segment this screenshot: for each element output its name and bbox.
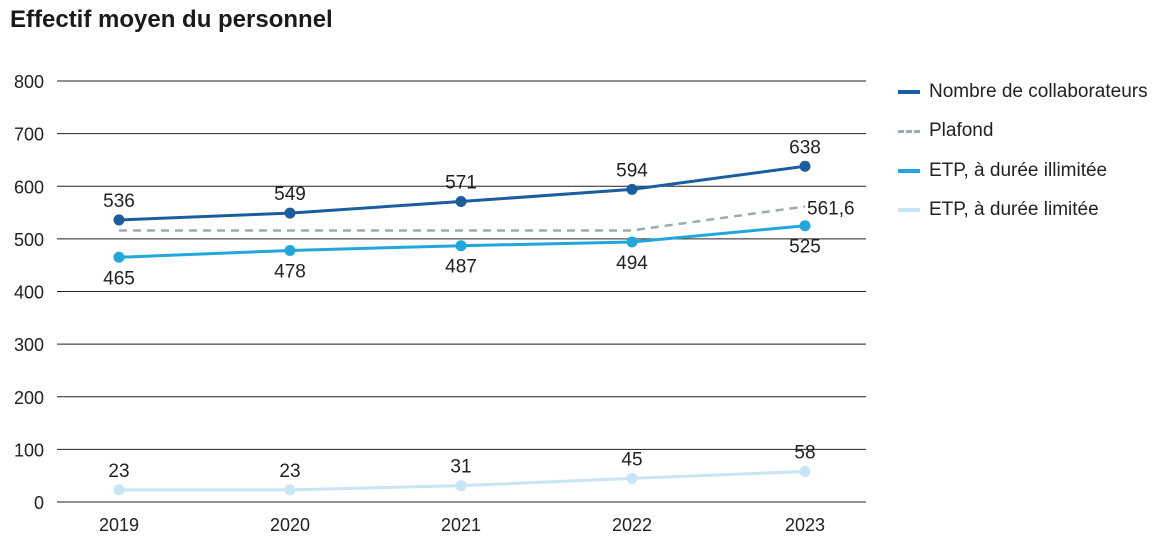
- y-tick-label: 500: [14, 230, 44, 250]
- data-label: 58: [794, 442, 815, 463]
- x-tick-label: 2019: [99, 515, 139, 535]
- y-tick-label: 800: [14, 72, 44, 92]
- legend-swatch: [898, 168, 920, 173]
- data-label: 549: [274, 184, 306, 205]
- y-tick-label: 300: [14, 335, 44, 355]
- legend-swatch: [898, 208, 920, 213]
- data-label: 45: [621, 449, 642, 470]
- data-point: [626, 472, 638, 484]
- legend-swatch: [898, 129, 920, 133]
- data-label: 465: [103, 268, 135, 289]
- data-point: [284, 207, 296, 219]
- data-point: [284, 484, 296, 496]
- y-axis-ticks: 0 100 200 300 400 500 600 700 800: [14, 72, 44, 513]
- data-label: 478: [274, 261, 306, 282]
- data-point: [455, 480, 467, 492]
- x-tick-label: 2020: [270, 515, 310, 535]
- legend-label: Nombre de collaborateurs: [929, 80, 1148, 102]
- data-point: [455, 196, 467, 208]
- legend-label: ETP, à durée illimitée: [929, 159, 1108, 181]
- data-labels: 23 23 31 45 58 561,6 465 478 487 494 525 536 549 571 5…: [103, 137, 854, 482]
- y-tick-label: 100: [14, 440, 44, 460]
- legend-item: ETP, à durée limitée: [898, 191, 1148, 231]
- data-label: 536: [103, 191, 135, 212]
- data-point: [113, 214, 125, 226]
- y-tick-label: 400: [14, 283, 44, 303]
- legend-swatch: [898, 89, 920, 94]
- series-line-1: [119, 205, 806, 232]
- data-point: [626, 183, 638, 195]
- data-point: [284, 244, 296, 256]
- data-label: 23: [279, 461, 300, 482]
- data-point: [799, 465, 811, 477]
- data-label: 23: [108, 461, 129, 482]
- data-point: [455, 240, 467, 252]
- series-lines: [118, 164, 806, 492]
- data-label: 571: [445, 173, 477, 194]
- data-point: [626, 236, 638, 248]
- data-label: 594: [616, 160, 648, 181]
- chart-title: Effectif moyen du personnel: [10, 6, 333, 33]
- x-tick-label: 2023: [785, 515, 825, 535]
- x-tick-label: 2021: [441, 515, 481, 535]
- legend-item: Plafond: [898, 112, 1148, 152]
- gridlines: [57, 80, 866, 503]
- legend: Nombre de collaborateurs Plafond ETP, à du…: [898, 72, 1148, 230]
- series-markers: [113, 160, 811, 496]
- y-tick-label: 200: [14, 388, 44, 408]
- data-label: 494: [616, 253, 648, 274]
- data-label: 561,6: [807, 198, 855, 219]
- legend-item: ETP, à durée illimitée: [898, 151, 1148, 191]
- y-tick-label: 0: [34, 493, 44, 513]
- data-label: 487: [445, 257, 477, 278]
- data-point: [799, 160, 811, 172]
- y-tick-label: 700: [14, 125, 44, 145]
- data-point: [113, 484, 125, 496]
- x-tick-label: 2022: [612, 515, 652, 535]
- y-tick-label: 600: [14, 177, 44, 197]
- data-point: [799, 220, 811, 232]
- legend-label: Plafond: [929, 120, 994, 142]
- legend-label: ETP, à durée limitée: [929, 199, 1099, 221]
- x-axis-ticks: 2019 2020 2021 2022 2023: [99, 515, 825, 535]
- legend-item: Nombre de collaborateurs: [898, 72, 1148, 112]
- data-point: [113, 251, 125, 263]
- data-label: 638: [789, 137, 821, 158]
- data-label: 31: [450, 457, 471, 478]
- data-label: 525: [789, 237, 821, 258]
